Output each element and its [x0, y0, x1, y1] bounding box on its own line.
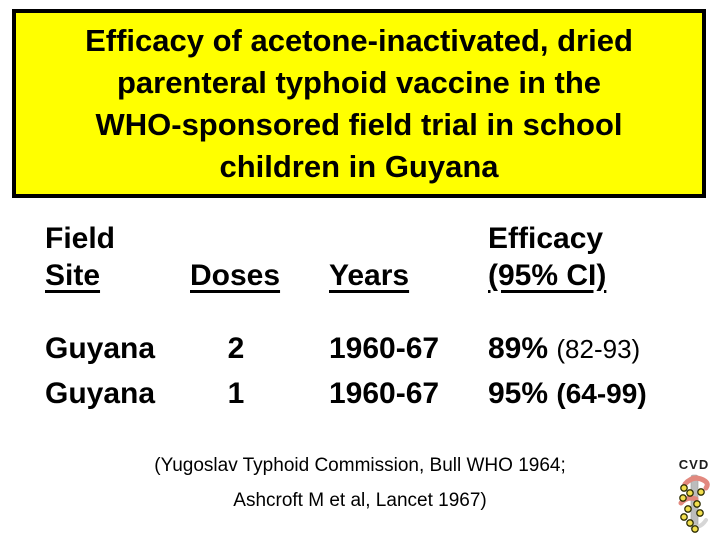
slide-title-line-3: WHO-sponsored field trial in school — [95, 106, 623, 142]
header-field-site-line2: Site — [45, 259, 101, 292]
row2-efficacy-ci: (64-99) — [556, 378, 647, 409]
slide-title-box: Efficacy of acetone-inactivated, dried p… — [12, 9, 706, 198]
citation-line-2: Ashcroft M et al, Lancet 1967) — [233, 490, 487, 511]
slide-title-line-1: Efficacy of acetone-inactivated, dried — [85, 22, 633, 58]
slide-title-line-2: parenteral typhoid vaccine in the — [116, 64, 602, 100]
cvd-helix-logo-icon — [678, 474, 710, 533]
row2-years: 1960-67 — [329, 377, 440, 410]
row2-efficacy-value: 95% — [488, 377, 549, 410]
row1-efficacy: 89% (82-93) — [488, 330, 640, 368]
header-efficacy-line2: (95% CI) — [488, 259, 607, 292]
row2-efficacy: 95% (64-99) — [488, 375, 647, 413]
cvd-logo: CVD — [671, 458, 717, 534]
row2-doses: 1 — [227, 377, 245, 410]
citation-line-1: (Yugoslav Typhoid Commission, Bull WHO 1… — [154, 455, 566, 476]
row2-site: Guyana — [45, 377, 156, 410]
row1-years: 1960-67 — [329, 332, 440, 365]
header-years: Years — [329, 259, 410, 292]
row1-efficacy-value: 89% — [488, 332, 549, 365]
header-efficacy-line1: Efficacy — [488, 222, 604, 255]
cvd-logo-label: CVD — [678, 457, 710, 472]
row1-efficacy-ci: (82-93) — [556, 334, 641, 364]
row1-site: Guyana — [45, 332, 156, 365]
row1-doses: 2 — [227, 332, 245, 365]
header-doses: Doses — [190, 259, 281, 292]
header-field-site-line1: Field — [45, 222, 116, 255]
slide-title-line-4: children in Guyana — [219, 148, 499, 184]
